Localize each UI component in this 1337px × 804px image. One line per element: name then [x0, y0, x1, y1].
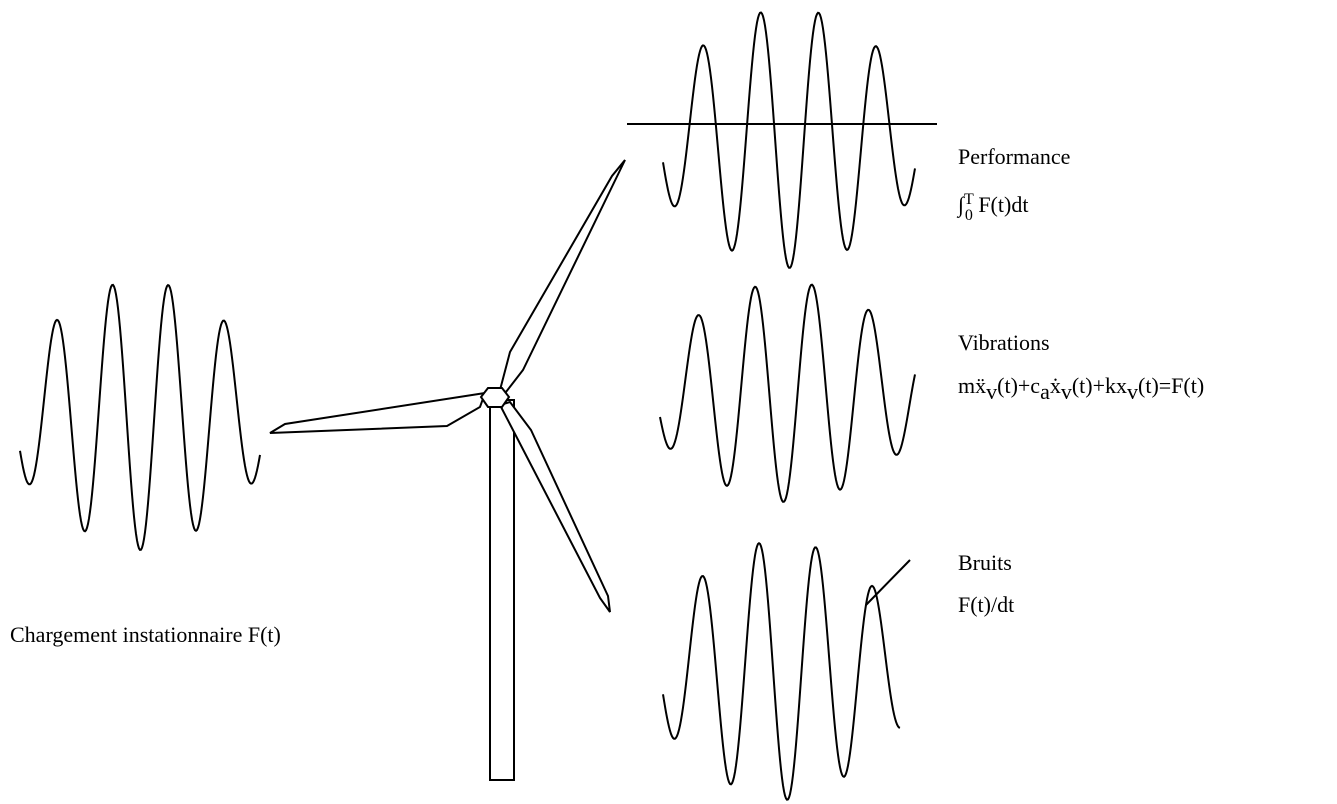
input-label: Chargement instationnaire F(t) — [10, 622, 281, 647]
noise-formula: F(t)/dt — [958, 592, 1014, 617]
blade — [498, 159, 626, 394]
tower — [489, 399, 515, 781]
performance-title: Performance — [958, 144, 1070, 169]
vibrations-formula: mẍv(t)+caẋv(t)+kxv(t)=F(t) — [958, 373, 1204, 404]
blade — [498, 400, 611, 613]
waves — [19, 11, 916, 801]
wave — [662, 11, 916, 269]
blade — [269, 391, 487, 434]
slash-line — [865, 559, 911, 606]
wave — [659, 283, 916, 503]
noise-title: Bruits — [958, 550, 1012, 575]
performance-formula: ∫T 0 F(t)dt — [956, 191, 1028, 224]
wave — [19, 283, 261, 552]
vibrations-title: Vibrations — [958, 330, 1050, 355]
wave — [662, 541, 901, 801]
hub — [479, 387, 511, 408]
